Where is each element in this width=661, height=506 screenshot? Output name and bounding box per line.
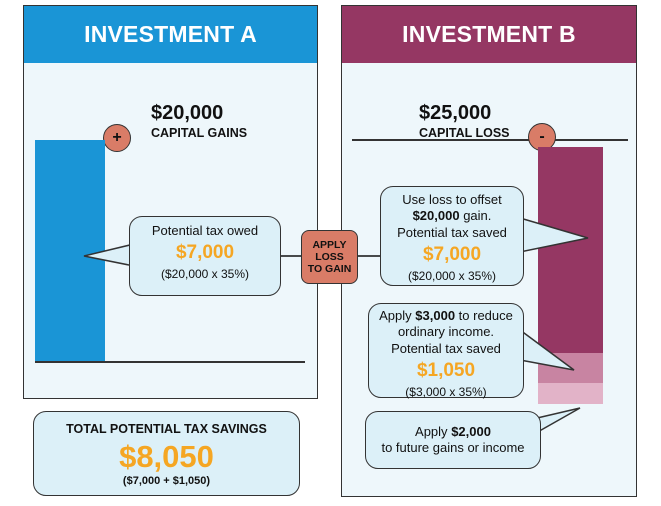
investment-a-title: INVESTMENT A [24,6,317,63]
offset-gain-line2: gain. [463,208,492,224]
carryforward-bubble: Apply $2,000 to future gains or income [365,411,541,469]
offset-gain-amount: $20,000 [412,208,460,224]
baseline-a [35,361,305,363]
carryforward-amount: $2,000 [451,424,491,439]
total-savings-label: TOTAL POTENTIAL TAX SAVINGS [66,422,267,436]
apply-line3: TO GAIN [307,263,352,276]
capital-loss-amount-block: $25,000 CAPITAL LOSS [419,103,510,140]
ordinary-income-post: to reduce [458,308,513,323]
tax-owed-label: Potential tax owed [151,223,259,238]
offset-gain-bubble: Use loss to offset $20,000 gain. Potenti… [380,186,524,286]
ordinary-income-amount: $3,000 [415,308,456,323]
loss-carryforward-segment [538,383,603,404]
carryforward-line2: to future gains or income [381,440,525,456]
apply-line1: APPLY [312,238,347,251]
loss-offset-gain-segment [538,147,603,353]
apply-line2: LOSS [315,250,344,263]
capital-gains-amount: $20,000 [151,102,224,124]
offset-gain-line1: Use loss to offset [402,192,502,207]
plus-circle-icon: + [103,124,131,152]
total-savings-box: TOTAL POTENTIAL TAX SAVINGS $8,050 ($7,0… [33,411,300,496]
tax-owed-value: $7,000 [175,242,235,264]
ordinary-income-formula: ($3,000 x 35%) [405,384,487,399]
baseline-b [352,139,628,141]
capital-gains-label: CAPITAL GAINS [151,126,248,140]
tax-owed-bubble: Potential tax owed $7,000 ($20,000 x 35%… [129,216,281,296]
offset-gain-value: $7,000 [422,243,482,265]
total-savings-value: $8,050 [119,439,214,474]
carryforward-pre: Apply [415,424,448,439]
ordinary-income-line3: Potential tax saved [391,340,501,356]
capital-gains-amount-block: $20,000 CAPITAL GAINS [151,103,247,140]
capital-loss-amount: $25,000 [419,102,492,124]
ordinary-income-bubble: Apply $3,000 to reduce ordinary income. … [368,303,524,399]
capital-loss-label: CAPITAL LOSS [419,126,510,140]
investment-b-title: INVESTMENT B [342,6,636,63]
total-savings-formula: ($7,000 + $1,050) [122,475,211,487]
ordinary-income-line2: ordinary income. [397,324,495,340]
offset-gain-formula: ($20,000 x 35%) [407,268,497,283]
loss-ordinary-income-segment [538,353,603,383]
tax-owed-formula: ($20,000 x 35%) [160,267,250,281]
ordinary-income-value: $1,050 [416,359,476,381]
ordinary-income-pre: Apply [379,308,412,323]
offset-gain-line3: Potential tax saved [397,224,507,240]
apply-loss-to-gain-box: APPLY LOSS TO GAIN [301,230,358,284]
capital-gain-bar [35,140,105,361]
